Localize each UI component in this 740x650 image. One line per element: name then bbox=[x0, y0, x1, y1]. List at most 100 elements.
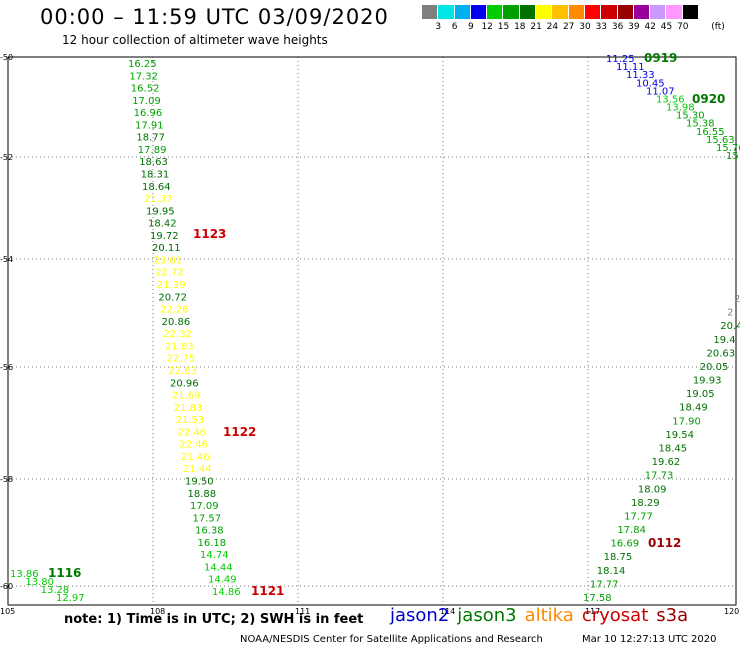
wave-height-value: 14.49 bbox=[208, 575, 237, 586]
longitude-label: 120 bbox=[724, 607, 739, 616]
scale-swatch bbox=[422, 5, 439, 19]
longitude-label: 105 bbox=[0, 607, 15, 616]
wave-height-value: 22.32 bbox=[163, 329, 192, 340]
wave-height-value: 17.77 bbox=[590, 579, 619, 590]
wave-height-value: 11.25 bbox=[606, 54, 635, 65]
scale-tick-label: 3 bbox=[435, 22, 442, 32]
wave-height-value: 14.86 bbox=[212, 587, 241, 598]
wave-height-value: 21.69 bbox=[172, 391, 201, 402]
altimeter-readings: 16.2517.3216.5217.0916.9617.9118.7717.89… bbox=[10, 54, 740, 604]
wave-height-value: 18.75 bbox=[604, 552, 633, 563]
scale-swatch bbox=[584, 5, 602, 19]
wave-height-value: 2 bbox=[734, 294, 740, 305]
wave-height-value: 19.62 bbox=[652, 457, 681, 468]
latitude-label: -56 bbox=[0, 363, 13, 372]
legend-altika: altika bbox=[524, 605, 574, 626]
wave-height-value: 20.11 bbox=[152, 243, 181, 254]
wave-height-value: 19.54 bbox=[665, 430, 694, 441]
scale-tick-label: 9 bbox=[468, 22, 474, 32]
wave-height-value: 16.18 bbox=[198, 538, 227, 549]
map-title: 00:00 – 11:59 UTC 03/09/2020 bbox=[40, 5, 389, 29]
wave-height-value: 18.63 bbox=[139, 157, 168, 168]
map-frame bbox=[7, 56, 737, 606]
scale-swatch bbox=[650, 5, 667, 19]
wave-height-value: 18.49 bbox=[679, 403, 708, 414]
map-subtitle: 12 hour collection of altimeter wave hei… bbox=[62, 33, 328, 47]
wave-height-value: 10.45 bbox=[636, 78, 665, 89]
scale-tick-label: 12 bbox=[481, 22, 493, 32]
wave-height-value: 21.83 bbox=[165, 341, 194, 352]
wave-height-value: 13.80 bbox=[25, 577, 54, 588]
axis-labels: 105 108 111 114 117 120 -50 -52 -54 -56 -58 -60 bbox=[0, 53, 739, 616]
pass-time-label: 0919 bbox=[644, 51, 677, 65]
scale-swatch bbox=[552, 5, 569, 19]
longitude-label: 117 bbox=[585, 607, 600, 616]
wave-height-value: 14.44 bbox=[204, 562, 233, 573]
wave-height-value: 14.74 bbox=[200, 550, 229, 561]
scale-unit: (ft) bbox=[711, 22, 725, 32]
satellite-legend: jason2 jason3 altika cryosat s3a bbox=[390, 605, 688, 626]
wave-height-value: 22.63 bbox=[168, 366, 197, 377]
wave-height-value: 16.55 bbox=[696, 127, 725, 138]
wave-height-value: 13.86 bbox=[10, 569, 39, 580]
longitude-label: 111 bbox=[295, 607, 310, 616]
wave-height-value: 19.95 bbox=[146, 206, 175, 217]
wave-height-value: 22.26 bbox=[160, 305, 189, 316]
wave-height-value: 17.73 bbox=[645, 471, 674, 482]
scale-tick-label: 70 bbox=[677, 22, 689, 32]
wave-height-value: 22.72 bbox=[155, 268, 184, 279]
scale-tick-label: 36 bbox=[611, 22, 624, 32]
wave-height-value: 23.01 bbox=[154, 255, 183, 266]
generated-time: Mar 10 12:27:13 UTC 2020 bbox=[582, 634, 717, 645]
scale-swatch bbox=[536, 5, 553, 19]
legend-cryosat: cryosat bbox=[581, 605, 649, 626]
scale-swatch bbox=[487, 5, 504, 19]
wave-height-value: 19.4 bbox=[713, 335, 735, 346]
wave-height-value: 20.96 bbox=[170, 378, 199, 389]
scale-tick-label: 39 bbox=[628, 22, 640, 32]
wave-height-value: 16.25 bbox=[128, 59, 157, 70]
wave-height-value: 2 bbox=[727, 308, 733, 319]
wave-height-value: 21.83 bbox=[174, 403, 203, 414]
pass-time-label: 0920 bbox=[692, 92, 725, 106]
wave-height-value: 19.05 bbox=[686, 389, 715, 400]
scale-tick-label: 27 bbox=[562, 22, 575, 32]
wave-height-value: 16.38 bbox=[195, 526, 224, 537]
scale-swatch bbox=[519, 5, 537, 19]
wave-height-value: 20.05 bbox=[700, 362, 729, 373]
wave-height-value: 15.76 bbox=[716, 143, 740, 154]
wave-height-value: 15.38 bbox=[686, 119, 715, 130]
scale-swatch bbox=[666, 5, 683, 19]
wave-height-value: 21.37 bbox=[144, 194, 173, 205]
longitude-label: 108 bbox=[150, 607, 165, 616]
wave-height-value: 19.72 bbox=[150, 231, 179, 242]
legend-jason2: jason2 bbox=[390, 605, 450, 626]
longitude-label: 114 bbox=[440, 607, 455, 616]
scale-swatch bbox=[470, 5, 488, 19]
scale-swatch bbox=[454, 5, 471, 19]
wave-height-value: 16.52 bbox=[131, 84, 160, 95]
wave-height-value: 22.46 bbox=[178, 427, 207, 438]
scale-tick-label: 18 bbox=[514, 22, 526, 32]
scale-swatch bbox=[633, 5, 651, 19]
scale-swatch bbox=[503, 5, 520, 19]
wave-height-value: 13.28 bbox=[41, 585, 70, 596]
scale-tick-label: 15 bbox=[497, 22, 510, 32]
wave-height-value: 18.09 bbox=[638, 484, 667, 495]
wave-height-value: 13.56 bbox=[656, 94, 685, 105]
wave-height-value: 17.77 bbox=[624, 511, 653, 522]
wave-height-value: 11.33 bbox=[626, 70, 655, 81]
legend-jason3: jason3 bbox=[457, 605, 517, 626]
wave-height-value: 17.57 bbox=[193, 513, 222, 524]
legend-s3a: s3a bbox=[656, 605, 689, 626]
latitude-label: -50 bbox=[0, 53, 13, 62]
scale-swatch bbox=[438, 5, 455, 19]
wave-height-value: 17.91 bbox=[135, 120, 164, 131]
scale-tick-label: 42 bbox=[644, 22, 656, 32]
latitude-label: -54 bbox=[0, 255, 13, 264]
wave-height-value: 11.11 bbox=[616, 62, 645, 73]
wave-height-value: 20.63 bbox=[707, 348, 736, 359]
pass-labels: 0919 0920 1123 1122 1121 0112 1116 bbox=[48, 51, 725, 598]
wave-height-value: 18.14 bbox=[597, 566, 626, 577]
